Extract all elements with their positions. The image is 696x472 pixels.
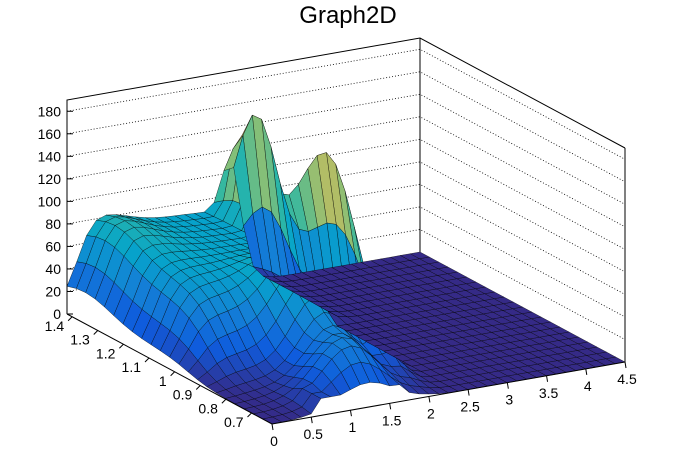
z-tick-label: 180	[38, 103, 62, 119]
x-tick	[271, 423, 274, 431]
x-tick	[389, 403, 392, 410]
z-tick-label: 160	[38, 126, 62, 142]
z-tick-label: 80	[45, 216, 61, 232]
z-tick-label: 140	[38, 148, 62, 164]
chart-title: Graph2D	[299, 2, 397, 29]
x-tick	[349, 410, 352, 417]
x-tick-label: 1	[349, 419, 357, 435]
y-tick	[221, 398, 227, 404]
z-tick-label: 40	[45, 261, 61, 277]
x-tick-label: 1.5	[382, 412, 402, 428]
axes: 0 20 40 60 80 100 120 140 160 180 0 0.5 1 1.5 2 2.5 3 3.5…	[38, 103, 637, 449]
y-tick-label: 1.1	[122, 359, 142, 375]
y-tick	[93, 330, 99, 335]
z-gridline	[66, 138, 626, 250]
z-tick-label: 120	[38, 171, 62, 187]
z-gridline	[66, 93, 626, 205]
z-tick-label: 20	[45, 283, 61, 299]
y-tick	[247, 412, 252, 418]
y-axis-line	[66, 313, 273, 425]
z-gridline	[66, 206, 626, 318]
y-tick-label: 0.7	[224, 414, 244, 430]
z-tick-label: 0	[53, 306, 61, 322]
surface-cell	[409, 251, 430, 259]
y-tick	[67, 316, 73, 322]
y-tick-label: 1	[159, 373, 167, 389]
x-tick	[585, 368, 588, 375]
z-gridline	[66, 229, 626, 340]
x-tick-label: 3	[505, 392, 513, 408]
x-tick-label: 4	[584, 378, 592, 394]
x-tick-label: 0.5	[303, 426, 323, 442]
y-tick-label: 0.8	[198, 400, 218, 416]
y-tick	[144, 357, 150, 363]
surface-mesh	[66, 114, 626, 425]
z-gridline	[66, 48, 626, 160]
x-tick-label: 4.5	[617, 371, 637, 387]
z-gridline	[66, 183, 626, 295]
x-tick	[506, 382, 509, 389]
x-tick	[428, 396, 431, 403]
y-tick-label: 1.4	[45, 318, 65, 334]
x-tick-label: 2.5	[460, 399, 480, 415]
frame-front	[66, 100, 626, 425]
z-gridline	[66, 161, 626, 273]
y-tick-label: 1.3	[70, 332, 90, 348]
z-tick-label: 60	[45, 238, 61, 254]
x-tick-label: 0	[270, 433, 278, 449]
x-axis-line	[271, 361, 626, 425]
z-tick-label: 100	[38, 193, 62, 209]
y-tick	[170, 371, 175, 377]
y-tick	[195, 385, 201, 390]
x-tick	[624, 361, 627, 369]
y-tick	[119, 343, 124, 349]
x-tick	[467, 389, 470, 396]
z-gridline	[66, 71, 626, 183]
x-tick-label: 3.5	[539, 385, 559, 401]
y-tick-label: 1.2	[96, 345, 116, 361]
y-tick-label: 0.9	[173, 387, 193, 403]
x-tick	[310, 417, 313, 424]
z-gridline	[66, 116, 626, 228]
x-tick-label: 2	[427, 405, 435, 421]
z-gridlines	[66, 48, 626, 340]
x-tick	[546, 375, 549, 382]
